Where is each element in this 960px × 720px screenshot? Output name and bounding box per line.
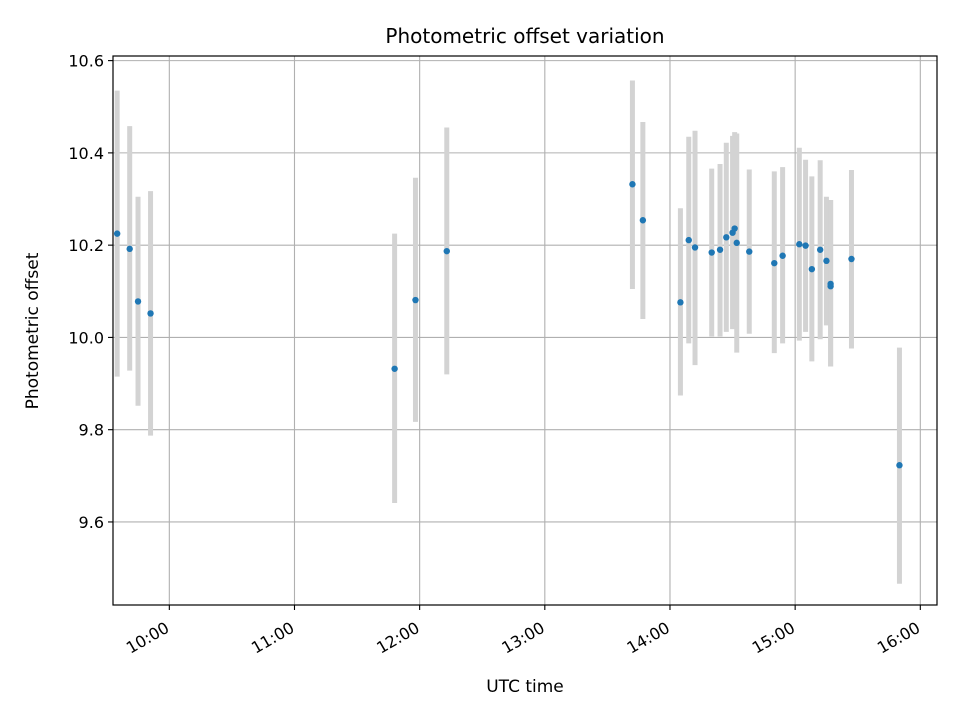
data-points xyxy=(113,181,903,469)
data-point xyxy=(391,365,398,372)
data-point xyxy=(731,225,738,232)
data-point xyxy=(848,255,855,263)
x-axis-title: UTC time xyxy=(486,677,564,697)
data-point xyxy=(816,246,824,253)
data-point xyxy=(771,259,778,267)
data-point xyxy=(723,234,730,241)
data-point xyxy=(802,242,809,249)
plot-frame xyxy=(112,55,938,606)
data-point xyxy=(134,298,142,305)
data-point xyxy=(733,239,740,247)
data-point xyxy=(412,296,419,304)
y-axis-ticks: 9.6 9.8 10.0 10.2 10.4 10.6 xyxy=(68,52,113,532)
data-point xyxy=(716,246,724,253)
data-point xyxy=(677,299,684,306)
y-tick-label: 9.6 xyxy=(79,513,104,532)
y-tick-label: 10.6 xyxy=(68,52,104,71)
data-point xyxy=(827,280,834,288)
data-point xyxy=(629,181,636,188)
data-point xyxy=(639,217,647,224)
y-tick-label: 10.2 xyxy=(68,236,104,255)
data-point xyxy=(685,236,692,244)
data-point xyxy=(796,241,803,248)
data-point xyxy=(896,462,903,469)
data-point xyxy=(147,310,154,317)
data-point xyxy=(823,257,830,265)
y-tick-label: 10.0 xyxy=(68,328,104,347)
data-point xyxy=(691,244,699,251)
data-point xyxy=(113,230,121,237)
chart-title: Photometric offset variation xyxy=(385,24,664,48)
data-point xyxy=(808,265,816,273)
data-point xyxy=(708,249,715,256)
data-point xyxy=(779,252,786,259)
y-tick-label: 9.8 xyxy=(79,421,104,440)
data-point xyxy=(443,247,450,255)
y-tick-label: 10.4 xyxy=(68,144,104,163)
y-axis-title: Photometric offset xyxy=(23,252,43,409)
data-point xyxy=(126,245,133,253)
data-point xyxy=(746,248,753,255)
